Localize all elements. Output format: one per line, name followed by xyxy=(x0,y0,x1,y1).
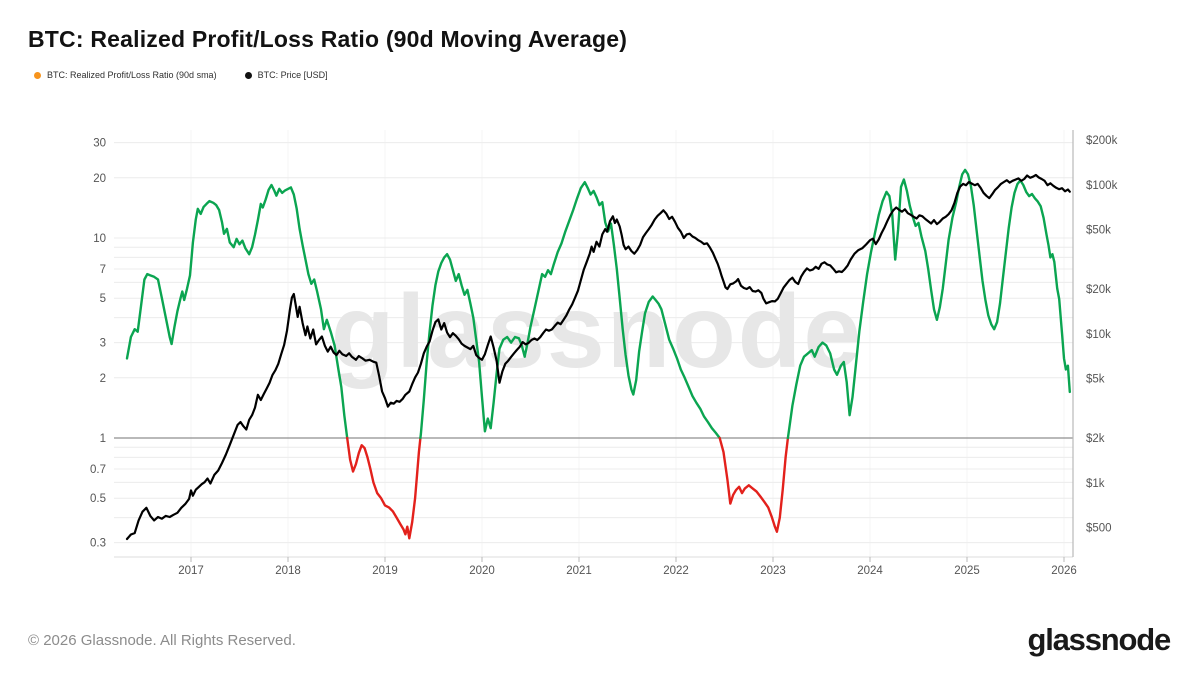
x-axis-label: 2025 xyxy=(954,565,980,577)
x-axis-label: 2019 xyxy=(372,565,398,577)
ratio-line-segment xyxy=(346,436,422,540)
x-axis-label: 2023 xyxy=(760,565,786,577)
y-axis-right-label: $5k xyxy=(1086,374,1105,386)
y-axis-right-label: $200k xyxy=(1086,135,1118,147)
y-axis-right-label: $100k xyxy=(1086,180,1118,192)
legend: BTC: Realized Profit/Loss Ratio (90d sma… xyxy=(34,70,328,80)
legend-dot-price-icon xyxy=(244,71,252,79)
y-axis-right-label: $20k xyxy=(1086,284,1111,296)
x-axis-label: 2022 xyxy=(663,565,689,577)
y-axis-left-label: 0.5 xyxy=(90,493,106,505)
y-axis-left-label: 2 xyxy=(100,373,106,385)
y-axis-right-label: $1k xyxy=(1086,478,1105,490)
legend-item-price[interactable]: BTC: Price [USD] xyxy=(244,70,328,80)
y-axis-right-label: $50k xyxy=(1086,225,1111,237)
y-axis-left-label: 3 xyxy=(100,338,106,350)
page-title: BTC: Realized Profit/Loss Ratio (90d Mov… xyxy=(28,26,628,52)
ratio-line-segment xyxy=(786,168,1071,440)
y-axis-right-label: $2k xyxy=(1086,433,1105,445)
watermark: glassnode xyxy=(331,274,863,390)
copyright-text: © 2026 Glassnode. All Rights Reserved. xyxy=(28,632,296,649)
y-axis-right-label: $500 xyxy=(1086,523,1112,535)
x-axis-label: 2026 xyxy=(1051,565,1077,577)
glassnode-logo: glassnode xyxy=(1027,622,1171,657)
x-axis-label: 2021 xyxy=(566,565,592,577)
y-axis-left-label: 5 xyxy=(100,293,106,305)
ratio-line-segment xyxy=(125,183,349,440)
y-axis-left-label: 1 xyxy=(100,433,106,445)
y-axis-left-label: 7 xyxy=(100,264,106,276)
y-axis-left-label: 0.3 xyxy=(90,538,106,550)
x-axis-label: 2018 xyxy=(275,565,301,577)
y-axis-left-label: 0.7 xyxy=(90,464,106,476)
legend-label-price: BTC: Price [USD] xyxy=(257,70,328,80)
ratio-line-segment xyxy=(718,436,790,533)
legend-item-ratio[interactable]: BTC: Realized Profit/Loss Ratio (90d sma… xyxy=(34,70,217,80)
y-axis-left-label: 20 xyxy=(93,173,106,185)
legend-dot-ratio-icon xyxy=(34,71,41,79)
legend-label-ratio: BTC: Realized Profit/Loss Ratio (90d sma… xyxy=(47,70,217,80)
y-axis-left-label: 10 xyxy=(93,233,106,245)
x-axis-label: 2017 xyxy=(178,565,204,577)
price-line xyxy=(125,173,1071,541)
y-axis-left-label: 30 xyxy=(93,138,106,150)
x-axis-label: 2024 xyxy=(857,565,883,577)
ratio-line-segment xyxy=(419,181,721,440)
x-axis-label: 2020 xyxy=(469,565,495,577)
y-axis-right-label: $10k xyxy=(1086,329,1111,341)
